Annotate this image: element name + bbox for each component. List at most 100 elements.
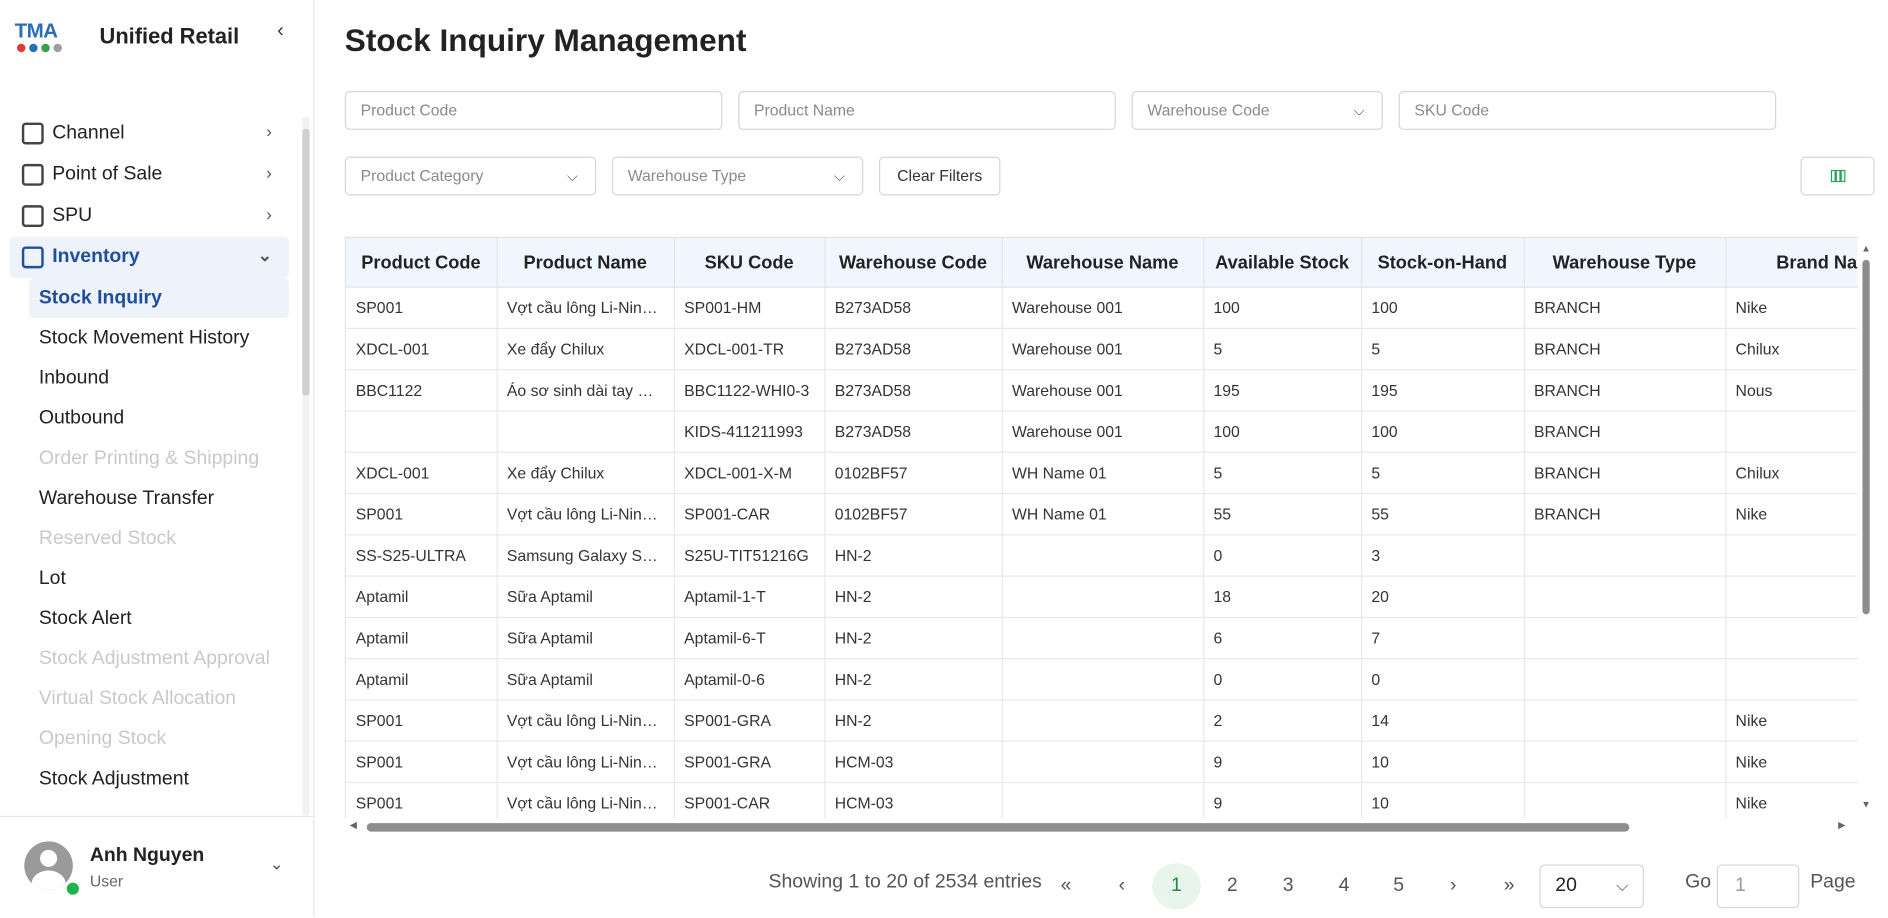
page-button-2[interactable]: 2 — [1226, 875, 1238, 897]
table-row[interactable]: SS-S25-ULTRA Samsung Galaxy S… S25U-TIT512… — [346, 534, 1858, 577]
table-cell: BRANCH — [1523, 369, 1726, 412]
sidebar-item-point-of-sale[interactable]: Point of Sale › — [10, 154, 289, 195]
table-cell — [1001, 534, 1204, 577]
table-cell — [1001, 782, 1204, 819]
chevron-down-icon[interactable]: ⌄ — [269, 853, 284, 873]
table-cell: 5 — [1203, 328, 1362, 371]
sidebar-item-channel[interactable]: Channel › — [10, 113, 289, 154]
table-cell: BBC1122-WHI0-3 — [673, 369, 825, 412]
column-header[interactable]: Product Code — [346, 237, 498, 288]
archive-box-icon — [21, 246, 44, 269]
table-cell: 55 — [1361, 493, 1525, 536]
sidebar-subitem-reserved-stock: Reserved Stock — [38, 527, 176, 549]
column-header[interactable]: Product Name — [496, 237, 675, 288]
table-row[interactable]: SP001 Vợt cầu lông Li-Nin… SP001-GRA HCM-03… — [346, 741, 1858, 784]
column-header[interactable]: Stock-on-Hand — [1361, 237, 1525, 288]
table-row[interactable]: Aptamil Sữa Aptamil Aptamil-0-6 HN-2 0 0 — [346, 658, 1858, 701]
table-row[interactable]: XDCL-001 Xe đẩy Chilux XDCL-001-X-M 0102BF5… — [346, 452, 1858, 495]
table-cell: BRANCH — [1523, 287, 1726, 330]
clear-filters-button[interactable]: Clear Filters — [879, 156, 1001, 196]
chevron-down-icon: ⌵ — [1616, 876, 1629, 895]
table-cell: KIDS-411211993 — [673, 410, 825, 453]
sidebar-scroll-thumb[interactable] — [302, 128, 310, 396]
sidebar-item-label: Channel — [52, 122, 125, 144]
table-hscroll-thumb[interactable] — [366, 823, 1630, 832]
page-button-3[interactable]: 3 — [1282, 875, 1294, 897]
column-header[interactable]: Warehouse Code — [824, 237, 1003, 288]
page-button-5[interactable]: 5 — [1393, 875, 1405, 897]
table-row[interactable]: SP001 Vợt cầu lông Li-Nin… SP001-HM B273AD5… — [346, 287, 1858, 330]
sidebar-subitem-stock-adjustment[interactable]: Stock Adjustment — [38, 767, 189, 789]
table-cell: Nike — [1725, 287, 1858, 330]
sidebar-subitem-warehouse-transfer[interactable]: Warehouse Transfer — [38, 487, 215, 509]
table-cell: Nike — [1725, 741, 1858, 784]
table-vscroll-thumb[interactable] — [1862, 259, 1870, 615]
inventory-submenu: Stock Inquiry Stock Movement History Inbou… — [0, 278, 301, 799]
sidebar-subitem-stock-inquiry[interactable]: Stock Inquiry — [29, 278, 289, 319]
page-size-select[interactable]: 20 ⌵ — [1539, 864, 1644, 909]
table-cell: 195 — [1203, 369, 1362, 412]
column-settings-button[interactable] — [1800, 156, 1875, 196]
last-page-button[interactable]: » — [1503, 875, 1515, 897]
column-header[interactable]: Brand Nam — [1725, 237, 1858, 288]
table-row[interactable]: Aptamil Sữa Aptamil Aptamil-6-T HN-2 6 7 — [346, 617, 1858, 660]
table-cell: 100 — [1203, 410, 1362, 453]
table-row[interactable]: SP001 Vợt cầu lông Li-Nin… SP001-CAR 0102BF… — [346, 493, 1858, 536]
scroll-up-icon[interactable]: ▲ — [1861, 242, 1871, 254]
brand: TMA Unified Retail — [15, 17, 239, 61]
product-code-input[interactable]: Product Code — [344, 91, 723, 130]
table-row[interactable]: SP001 Vợt cầu lông Li-Nin… SP001-CAR HCM-03… — [346, 782, 1858, 819]
table-cell: WH Name 01 — [1001, 452, 1204, 495]
product-category-select[interactable]: Product Category ⌵ — [344, 156, 597, 196]
table-row[interactable]: BBC1122 Áo sơ sinh dài tay X… BBC1122-WHI0… — [346, 369, 1858, 412]
table-cell: 100 — [1203, 287, 1362, 330]
product-name-input[interactable]: Product Name — [738, 91, 1116, 130]
sidebar-subitem-outbound[interactable]: Outbound — [38, 407, 125, 428]
table-cell: 9 — [1203, 782, 1362, 819]
table-cell: 6 — [1203, 617, 1362, 660]
table-cell: Xe đẩy Chilux — [496, 452, 675, 495]
warehouse-code-select[interactable]: Warehouse Code ⌵ — [1131, 91, 1383, 130]
sidebar-subitem-stock-alert[interactable]: Stock Alert — [38, 607, 132, 629]
table-cell — [1523, 741, 1726, 784]
page-button-1[interactable]: 1 — [1152, 863, 1201, 910]
prev-page-button[interactable]: ‹ — [1118, 875, 1126, 897]
warehouse-code-placeholder: Warehouse Code — [1147, 100, 1270, 119]
next-page-button[interactable]: › — [1450, 875, 1457, 897]
table-row[interactable]: XDCL-001 Xe đẩy Chilux XDCL-001-TR B273AD58… — [346, 328, 1858, 371]
go-to-page-input[interactable]: 1 — [1716, 864, 1800, 909]
sidebar-scrollbar[interactable] — [302, 116, 310, 816]
warehouse-type-select[interactable]: Warehouse Type ⌵ — [611, 156, 864, 196]
column-header[interactable]: SKU Code — [673, 237, 825, 288]
table-vertical-scrollbar[interactable]: ▲ ▼ — [1860, 243, 1872, 814]
table-cell — [1001, 617, 1204, 660]
sidebar-subitem-stock-movement-history[interactable]: Stock Movement History — [38, 327, 250, 348]
table-row[interactable]: KIDS-411211993 B273AD58 Warehouse 001 100 10… — [346, 410, 1858, 453]
page-button-4[interactable]: 4 — [1338, 875, 1350, 897]
table-row[interactable]: SP001 Vợt cầu lông Li-Nin… SP001-GRA HN-2 2 1… — [346, 699, 1858, 742]
table-cell: Vợt cầu lông Li-Nin… — [496, 287, 675, 330]
table-cell: Vợt cầu lông Li-Nin… — [496, 782, 675, 819]
avatar — [24, 841, 73, 890]
sku-code-input[interactable]: SKU Code — [1398, 91, 1777, 130]
first-page-button[interactable]: « — [1060, 875, 1072, 897]
sidebar-subitem-lot[interactable]: Lot — [38, 567, 66, 589]
table-cell: Aptamil-0-6 — [673, 658, 825, 701]
user-profile[interactable]: Anh Nguyen User ⌄ — [0, 815, 314, 918]
collapse-sidebar-icon[interactable]: ‹ — [277, 20, 284, 42]
scroll-down-icon[interactable]: ▼ — [1861, 798, 1871, 810]
column-header[interactable]: Warehouse Name — [1001, 237, 1204, 288]
table-horizontal-scrollbar[interactable]: ◀ ▶ — [350, 820, 1851, 835]
table-cell: 195 — [1361, 369, 1525, 412]
table-cell: HCM-03 — [824, 741, 1003, 784]
table-row[interactable]: Aptamil Sữa Aptamil Aptamil-1-T HN-2 18 20 — [346, 576, 1858, 618]
chevron-down-icon: ⌵ — [566, 167, 578, 185]
sidebar-item-inventory[interactable]: Inventory ⌄ — [9, 236, 289, 279]
sidebar-subitem-inbound[interactable]: Inbound — [38, 367, 110, 388]
sidebar-item-spu[interactable]: SPU › — [10, 195, 289, 236]
column-header[interactable]: Available Stock — [1203, 237, 1362, 288]
column-header[interactable]: Warehouse Type — [1523, 237, 1726, 288]
scroll-left-icon[interactable]: ◀ — [349, 819, 358, 831]
scroll-right-icon[interactable]: ▶ — [1838, 819, 1846, 831]
table-cell — [1523, 534, 1726, 577]
